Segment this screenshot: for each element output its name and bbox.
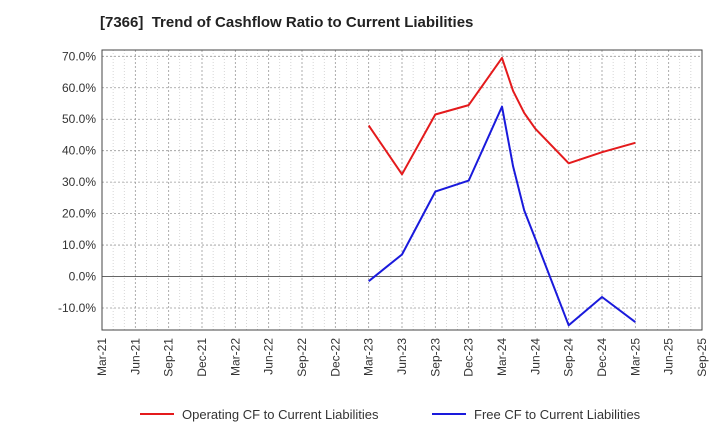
x-tick-label: Jun-22 xyxy=(262,338,276,375)
y-tick-label: 40.0% xyxy=(62,144,96,158)
y-tick-label: 50.0% xyxy=(62,112,96,126)
x-tick-label: Mar-25 xyxy=(628,338,642,376)
x-tick-label: Mar-23 xyxy=(362,338,376,376)
y-tick-label: 70.0% xyxy=(62,49,96,63)
x-tick-label: Dec-21 xyxy=(195,338,209,377)
x-tick-label: Dec-22 xyxy=(328,338,342,377)
x-tick-label: Mar-21 xyxy=(95,338,109,376)
y-tick-label: 10.0% xyxy=(62,238,96,252)
x-tick-label: Sep-23 xyxy=(428,338,442,377)
x-tick-label: Sep-22 xyxy=(295,338,309,377)
y-tick-label: 0.0% xyxy=(69,270,97,284)
chart-title: [7366] Trend of Cashflow Ratio to Curren… xyxy=(100,14,474,31)
x-tick-label: Dec-24 xyxy=(595,338,609,377)
x-tick-label: Jun-23 xyxy=(395,338,409,375)
x-tick-label: Jun-25 xyxy=(662,338,676,375)
plot-border xyxy=(101,49,703,331)
x-tick-label: Sep-25 xyxy=(695,338,709,377)
y-tick-label: 30.0% xyxy=(62,175,96,189)
series-line-1 xyxy=(367,56,636,176)
y-tick-label: 60.0% xyxy=(62,81,96,95)
legend-label-1: Operating CF to Current Liabilities xyxy=(182,407,379,422)
x-tick-label: Dec-23 xyxy=(462,338,476,377)
x-tick-label: Sep-21 xyxy=(162,338,176,377)
x-tick-label: Jun-21 xyxy=(128,338,142,375)
series-line-2 xyxy=(368,105,636,327)
y-tick-label: -10.0% xyxy=(58,301,96,315)
x-tick-label: Mar-22 xyxy=(228,338,242,376)
x-tick-label: Jun-24 xyxy=(528,338,542,375)
x-tick-label: Sep-24 xyxy=(562,338,576,377)
x-tick-label: Mar-24 xyxy=(495,338,509,376)
y-tick-label: 20.0% xyxy=(62,207,96,221)
legend-label-2: Free CF to Current Liabilities xyxy=(474,407,641,422)
